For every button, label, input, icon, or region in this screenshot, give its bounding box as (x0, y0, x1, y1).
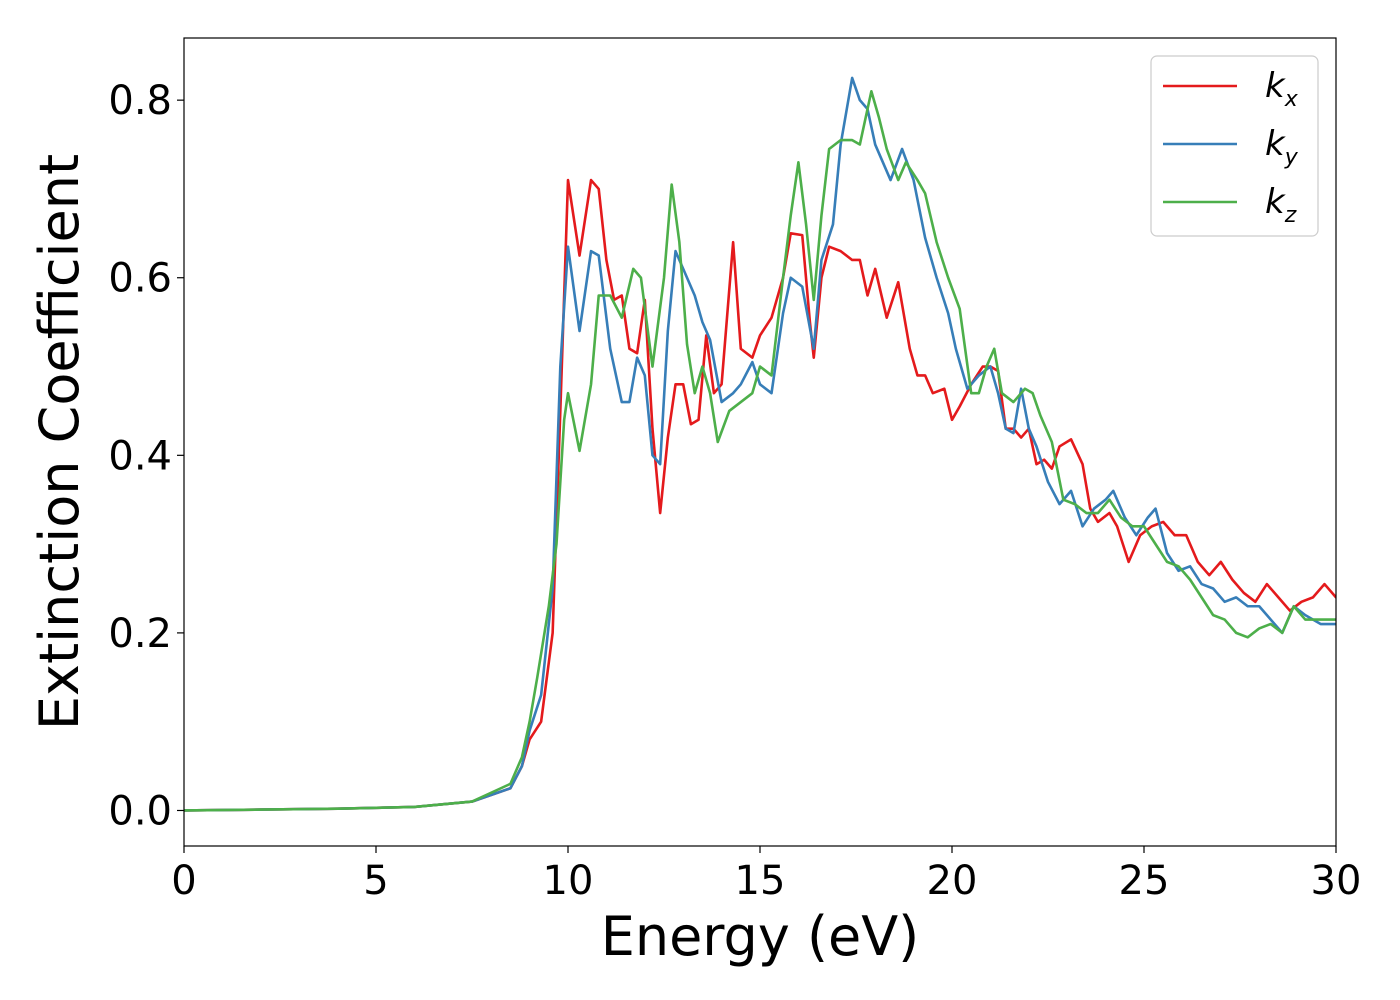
x-tick-label: 30 (1311, 858, 1362, 904)
legend-label-z: kz (1265, 182, 1297, 228)
series-line-z (184, 89, 1336, 812)
y-tick-label: 0.6 (108, 256, 172, 302)
y-axis: 0.0 0.2 0.4 0.6 0.8 (108, 78, 184, 834)
series-layer (184, 76, 1336, 812)
x-tick-label: 5 (363, 858, 388, 904)
x-tick-label: 10 (543, 858, 594, 904)
series-line-y (184, 76, 1336, 812)
x-tick-label: 15 (735, 858, 786, 904)
x-tick-label: 20 (927, 858, 978, 904)
legend-label-sub: z (1284, 203, 1297, 228)
x-tick-label: 0 (171, 858, 196, 904)
legend-label-main: k (1265, 66, 1286, 106)
legend-label-main: k (1265, 124, 1286, 164)
series-line-x (184, 178, 1336, 812)
legend-label-y: ky (1265, 124, 1299, 170)
y-tick-label: 0.8 (108, 78, 172, 124)
legend-label-sub: x (1284, 87, 1299, 112)
x-tick-label: 25 (1119, 858, 1170, 904)
y-tick-label: 0.0 (108, 788, 172, 834)
y-tick-label: 0.4 (108, 433, 172, 479)
x-axis: 0 5 10 15 20 25 30 (171, 846, 1361, 904)
legend-label-sub: y (1284, 145, 1299, 170)
legend-box (1150, 55, 1319, 237)
legend-label-main: k (1265, 182, 1286, 222)
y-tick-label: 0.2 (108, 611, 172, 657)
x-axis-title: Energy (eV) (601, 905, 920, 968)
legend-label-x: kx (1265, 66, 1299, 112)
y-axis-title: Extinction Coefficient (28, 154, 91, 730)
